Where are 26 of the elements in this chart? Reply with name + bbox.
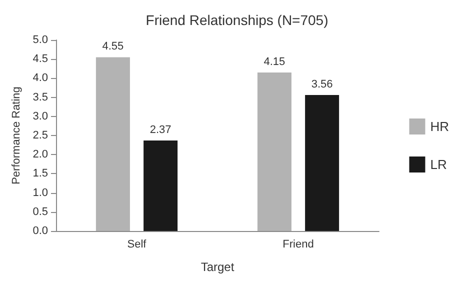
data-label: 2.37 — [150, 124, 172, 136]
data-label: 3.56 — [311, 78, 333, 91]
y-tick-label: 0.5 — [32, 206, 48, 218]
y-axis-title: Performance Rating — [10, 86, 22, 184]
y-tick-label: 0.0 — [32, 225, 48, 237]
y-tick-label: 5.0 — [32, 34, 48, 46]
chart-title: Friend Relationships (N=705) — [146, 12, 328, 28]
x-tick-label: Friend — [282, 238, 314, 250]
y-tick-label: 3.5 — [32, 91, 48, 104]
y-tick-label: 1.5 — [32, 168, 48, 180]
data-label: 4.55 — [102, 40, 124, 53]
legend-label: HR — [430, 119, 450, 134]
y-tick-label: 2.5 — [32, 130, 48, 142]
y-tick-label: 4.5 — [32, 53, 48, 66]
data-label: 4.15 — [264, 56, 286, 68]
bar — [305, 95, 340, 231]
x-tick-label: Self — [127, 238, 148, 250]
y-tick-label: 1.0 — [32, 186, 48, 199]
bar — [144, 140, 178, 231]
bar — [257, 72, 292, 231]
bar — [96, 57, 130, 231]
legend-label: LR — [430, 157, 447, 172]
x-axis-title: Target — [200, 260, 235, 274]
y-tick-label: 3.0 — [32, 110, 48, 122]
y-tick-label: 2.0 — [32, 148, 48, 161]
y-tick-label: 4.0 — [32, 72, 48, 84]
